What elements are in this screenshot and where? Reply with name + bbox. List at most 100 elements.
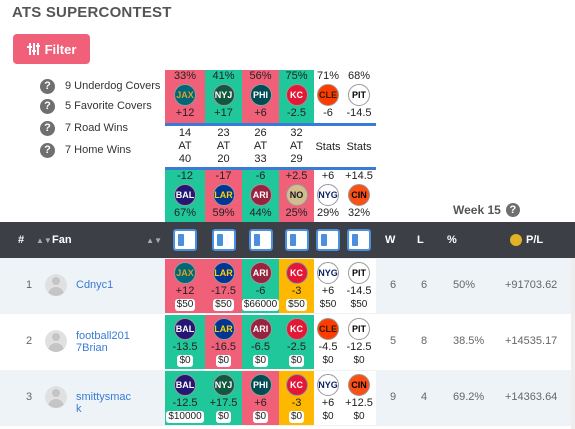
bottom-spread: -17 bbox=[215, 170, 232, 182]
game-top-cell: 68% PIT -14.5 bbox=[342, 70, 376, 124]
score-block: 26 AT 33 bbox=[253, 127, 268, 165]
pick-amount: $0 bbox=[288, 355, 305, 367]
profit-loss: +14363.64 bbox=[505, 391, 558, 403]
scrollbar[interactable] bbox=[571, 258, 575, 429]
help-icon[interactable]: ? bbox=[40, 78, 55, 94]
divider bbox=[242, 123, 279, 126]
header-l[interactable]: L bbox=[417, 234, 424, 246]
sort-icon: ▲▼ bbox=[146, 235, 162, 245]
pick-amount: $0 bbox=[351, 355, 367, 367]
pick-spread: +12.5 bbox=[345, 397, 373, 409]
top-spread: +12 bbox=[175, 107, 195, 119]
bottom-pct: 44% bbox=[249, 207, 272, 219]
bottom-pct: 32% bbox=[347, 207, 371, 219]
team-logo-icon: LAR bbox=[212, 318, 235, 340]
pick-spread: -4.5 bbox=[318, 341, 338, 353]
team-logo-icon: NO bbox=[285, 184, 308, 206]
pick-amount: $0 bbox=[215, 411, 232, 423]
top-pct: 71% bbox=[316, 70, 340, 82]
pick-amount: $66000 bbox=[241, 299, 280, 311]
column-toggle-button[interactable] bbox=[284, 229, 309, 251]
week-label: Week 15? bbox=[453, 203, 520, 217]
top-spread: -14.5 bbox=[346, 107, 372, 119]
divider bbox=[165, 167, 205, 170]
top-spread: -2.5 bbox=[287, 107, 306, 119]
help-icon[interactable]: ? bbox=[40, 98, 55, 114]
game-top-cell: 41% NYJ +17 bbox=[205, 70, 242, 124]
score-block[interactable]: Stats bbox=[346, 141, 372, 153]
pick-amount: $0 bbox=[288, 411, 305, 423]
fan-link[interactable]: Cdnyc1 bbox=[76, 279, 114, 291]
pick-amount: $0 bbox=[320, 355, 336, 367]
win-pct: 38.5% bbox=[453, 335, 485, 347]
filter-label: Filter bbox=[44, 41, 77, 57]
game-top-cell: 71% CLE -6 bbox=[314, 70, 342, 124]
pick-amount: $0 bbox=[351, 411, 367, 423]
column-toggle-button[interactable] bbox=[173, 229, 197, 251]
sliders-icon bbox=[26, 43, 40, 55]
pick-spread: -2.5 bbox=[287, 341, 306, 353]
bottom-pct: 25% bbox=[285, 207, 308, 219]
team-logo-icon: JAX bbox=[174, 262, 196, 284]
column-toggle-button[interactable] bbox=[347, 229, 371, 251]
score-block[interactable]: Stats bbox=[315, 141, 341, 153]
pick-cell: PIT -14.5 $50 bbox=[342, 259, 376, 313]
sort-num-icon[interactable]: ▲▼ bbox=[36, 235, 52, 245]
help-icon[interactable]: ? bbox=[40, 120, 55, 136]
header-w[interactable]: W bbox=[385, 234, 396, 246]
pick-cell: KC -2.5 $0 bbox=[279, 315, 314, 369]
bottom-pct: 67% bbox=[173, 207, 197, 219]
column-toggle-button[interactable] bbox=[211, 229, 236, 251]
losses: 6 bbox=[421, 279, 428, 291]
score-block: 32 AT 29 bbox=[289, 127, 304, 165]
header-pct[interactable]: % bbox=[447, 234, 457, 246]
team-logo-icon: PHI bbox=[249, 374, 272, 396]
pick-spread: -13.5 bbox=[172, 341, 198, 353]
top-pct: 33% bbox=[173, 70, 197, 82]
help-icon[interactable]: ? bbox=[505, 203, 520, 217]
column-toggle-button[interactable] bbox=[316, 229, 340, 251]
game-bottom-cell: -6 ARI 44% bbox=[242, 170, 279, 222]
score-block: 23 AT 20 bbox=[216, 127, 231, 165]
divider bbox=[205, 123, 242, 126]
divider bbox=[314, 167, 342, 170]
pick-amount: $50 bbox=[174, 299, 196, 311]
win-pct: 69.2% bbox=[453, 391, 485, 403]
bottom-spread: -12 bbox=[177, 170, 193, 182]
team-logo-icon: LAR bbox=[212, 262, 235, 284]
row-rank: 3 bbox=[26, 391, 33, 403]
divider bbox=[205, 167, 242, 170]
pick-cell: JAX +12 $50 bbox=[165, 259, 205, 313]
bottom-spread: +6 bbox=[321, 170, 335, 182]
divider bbox=[279, 167, 314, 170]
top-pct: 68% bbox=[347, 70, 371, 82]
summary-underdog: ? 9 Underdog Covers bbox=[40, 76, 160, 96]
pick-amount: $0 bbox=[252, 355, 269, 367]
team-logo-icon: NYG bbox=[317, 374, 339, 396]
header-pl[interactable]: P/L bbox=[510, 222, 543, 258]
top-spread: +6 bbox=[254, 107, 267, 119]
game-top-cell: 56% PHI +6 bbox=[242, 70, 279, 124]
team-logo-icon: PIT bbox=[348, 84, 370, 106]
pick-spread: +6 bbox=[321, 285, 335, 297]
wins: 6 bbox=[390, 279, 397, 291]
column-toggle-button[interactable] bbox=[248, 229, 273, 251]
pick-spread: -3 bbox=[291, 397, 302, 409]
help-icon[interactable]: ? bbox=[40, 142, 55, 158]
pick-cell: CLE -4.5 $0 bbox=[314, 315, 342, 369]
pick-cell: NYG +6 $0 bbox=[314, 371, 342, 425]
top-pct: 41% bbox=[212, 70, 235, 82]
pick-spread: -6.5 bbox=[251, 341, 270, 353]
header-fan[interactable]: Fan ▲▼ bbox=[52, 234, 162, 246]
fan-link[interactable]: football2017Brian bbox=[76, 330, 130, 354]
fan-link[interactable]: smittysmack bbox=[76, 391, 131, 415]
pick-cell: PHI +6 $0 bbox=[242, 371, 279, 425]
bottom-pct: 29% bbox=[316, 207, 340, 219]
summary-road: ? 7 Road Wins bbox=[40, 118, 128, 138]
losses: 8 bbox=[421, 335, 428, 347]
pick-cell: NYJ +17.5 $0 bbox=[205, 371, 242, 425]
avatar bbox=[45, 386, 67, 408]
team-logo-icon: KC bbox=[285, 318, 308, 340]
filter-button[interactable]: Filter bbox=[13, 34, 90, 64]
summary-favorite: ? 5 Favorite Covers bbox=[40, 96, 152, 116]
